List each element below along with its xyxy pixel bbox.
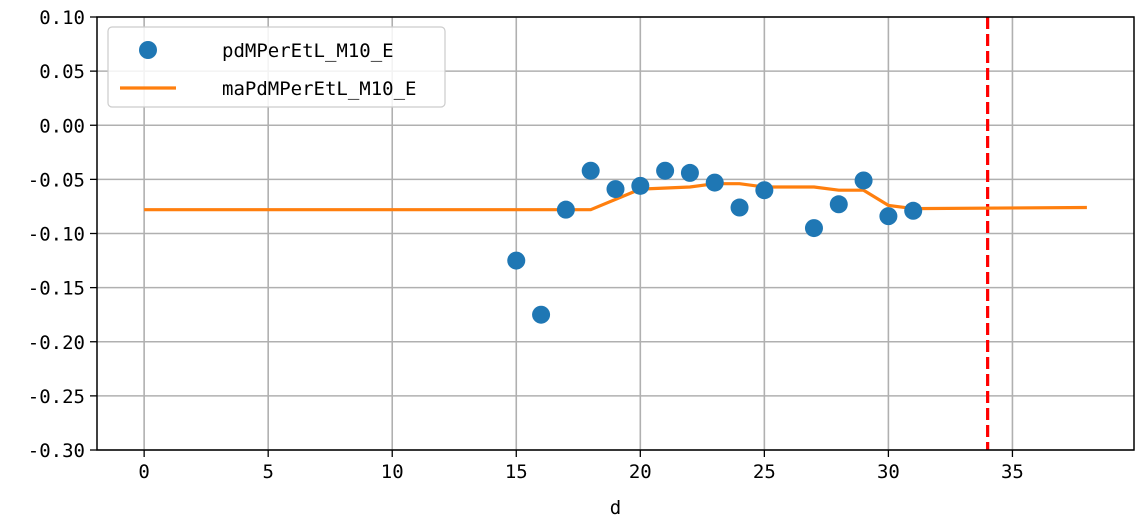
tick-labels: 0 5 10 15 20 25 30 35 0.10 0.05 0.00 -0.05 -0.10 -0.1… xyxy=(28,7,1024,483)
ticks xyxy=(90,16,1014,457)
y-tick-label: 0.00 xyxy=(39,115,85,137)
data-point xyxy=(904,201,923,220)
data-point xyxy=(606,180,625,199)
x-tick-label: 0 xyxy=(138,461,149,483)
data-point xyxy=(730,198,749,217)
x-tick-label: 30 xyxy=(877,461,900,483)
data-point xyxy=(755,181,774,200)
x-tick-label: 15 xyxy=(505,461,528,483)
x-tick-label: 20 xyxy=(629,461,652,483)
data-point xyxy=(854,171,873,190)
x-axis-label: d xyxy=(610,497,621,519)
data-point xyxy=(879,207,898,226)
y-tick-label: -0.25 xyxy=(28,386,85,408)
data-point xyxy=(680,163,699,182)
legend-label: pdMPerEtL_M10_E xyxy=(222,40,394,62)
data-point xyxy=(631,176,650,195)
series-points xyxy=(507,161,923,324)
x-tick-label: 25 xyxy=(753,461,776,483)
legend-box xyxy=(107,26,446,108)
y-tick-label: -0.10 xyxy=(28,224,85,246)
y-tick-label: 0.10 xyxy=(39,7,85,29)
legend-label: maPdMPerEtL_M10_E xyxy=(222,78,416,100)
y-tick-label: 0.05 xyxy=(39,61,85,83)
data-point xyxy=(507,251,526,270)
legend: pdMPerEtL_M10_E maPdMPerEtL_M10_E xyxy=(107,26,446,108)
legend-marker-swatch xyxy=(139,41,157,59)
y-tick-label: -0.05 xyxy=(28,169,85,191)
y-tick-label: -0.30 xyxy=(28,440,85,462)
data-point xyxy=(556,200,575,219)
data-point xyxy=(656,161,675,180)
data-point xyxy=(532,305,551,324)
y-tick-label: -0.15 xyxy=(28,278,85,300)
data-point xyxy=(705,173,724,192)
data-point xyxy=(804,219,823,238)
data-point xyxy=(581,161,600,180)
x-tick-label: 35 xyxy=(1001,461,1024,483)
y-tick-label: -0.20 xyxy=(28,332,85,354)
x-tick-label: 10 xyxy=(381,461,404,483)
data-point xyxy=(829,195,848,214)
x-tick-label: 5 xyxy=(262,461,273,483)
